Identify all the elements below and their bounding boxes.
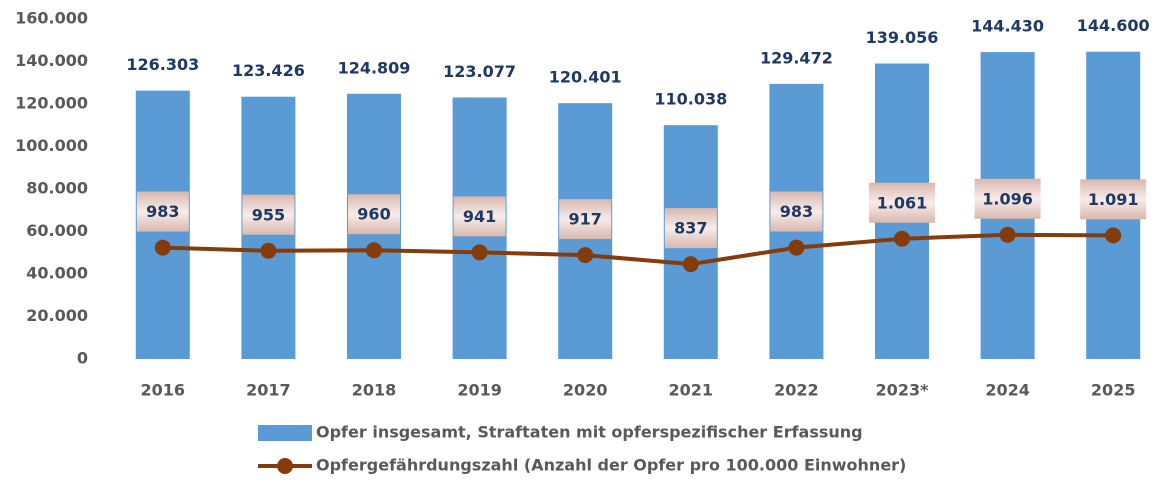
line-marker [1105,227,1122,244]
line-value-label: 941 [463,207,496,226]
line-value-label: 960 [357,205,390,224]
y-tick-label: 0 [77,349,88,368]
y-tick-label: 40.000 [26,264,88,283]
x-tick-label: 2019 [457,381,502,400]
bar-value-label: 124.809 [338,58,411,77]
legend-marker [277,458,293,474]
line-value-label: 983 [146,202,179,221]
line-marker [154,239,171,256]
bar-value-label: 120.401 [549,68,622,87]
line-label-box [136,191,189,232]
line-label-box [1080,179,1147,220]
legend-label: Opfergefährdungszahl (Anzahl der Opfer p… [316,456,906,475]
x-tick-label: 2023* [876,381,930,400]
line-label-box [453,196,506,237]
line-value-label: 837 [674,219,707,238]
x-tick-label: 2022 [774,381,819,400]
x-tick-label: 2024 [985,381,1030,400]
y-tick-label: 20.000 [26,306,88,325]
y-tick-label: 120.000 [15,94,88,113]
bar-value-label: 126.303 [126,55,199,74]
line-value-label: 1.061 [877,193,928,212]
line-marker [894,230,910,247]
y-tick-label: 160.000 [15,9,88,28]
line-value-label: 955 [252,205,285,224]
line-value-label: 1.096 [982,189,1033,208]
line-marker [682,256,699,273]
x-tick-label: 2021 [669,381,714,400]
y-tick-label: 80.000 [26,179,88,198]
line-marker [788,239,805,256]
line-label-box [559,199,612,240]
x-tick-label: 2025 [1091,381,1136,400]
y-tick-label: 140.000 [15,51,88,70]
bar-value-label: 139.056 [866,28,939,47]
line-marker [366,242,382,259]
line-marker [260,242,277,259]
bar-value-label: 110.038 [654,90,727,109]
bar-value-label: 123.077 [443,62,516,81]
x-tick-label: 2020 [563,381,608,400]
line-value-label: 1.091 [1088,190,1139,209]
legend-label: Opfer insgesamt, Straftaten mit opferspe… [316,423,863,442]
line-marker [999,226,1016,243]
line-value-label: 983 [780,202,813,221]
bar-value-label: 129.472 [760,48,833,67]
line-label-box [664,208,717,249]
line-label-box [974,178,1041,219]
x-tick-label: 2017 [246,381,291,400]
line-marker [471,244,488,261]
line-label-box [242,194,295,235]
line-label-box [869,182,935,223]
line-label-box [348,194,400,235]
legend-swatch [258,425,312,441]
x-tick-label: 2018 [352,381,397,400]
line-marker [577,247,594,264]
line-value-label: 917 [568,210,601,229]
line-label-box [770,191,823,232]
y-tick-label: 60.000 [26,221,88,240]
line [162,232,1114,267]
bar-value-label: 123.426 [232,61,305,80]
bar-value-label: 144.600 [1077,16,1150,35]
y-tick-label: 100.000 [15,136,88,155]
bar-value-label: 144.430 [971,17,1044,36]
x-tick-label: 2016 [141,381,186,400]
